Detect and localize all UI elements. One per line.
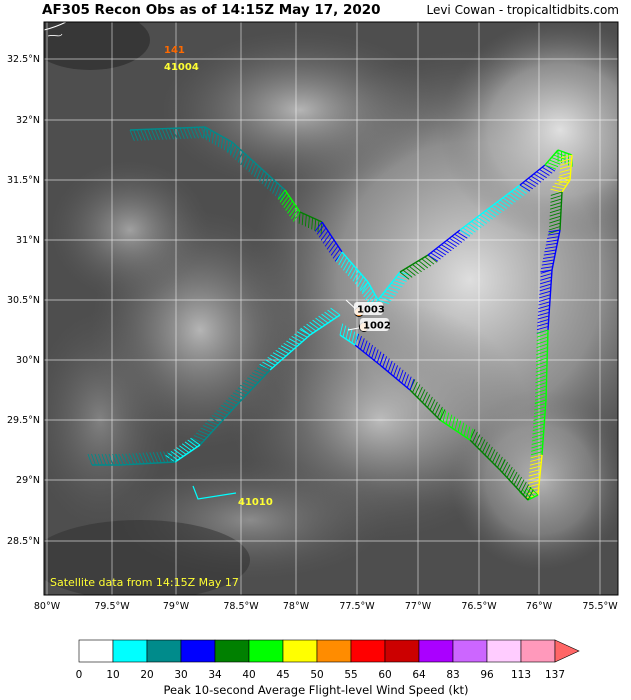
colorbar-swatch xyxy=(418,639,454,663)
colorbar-swatch xyxy=(112,639,148,663)
colorbar-tick: 10 xyxy=(106,669,119,681)
lon-tick: 76.5°W xyxy=(461,601,497,612)
colorbar xyxy=(78,639,580,663)
lat-tick: 32°N xyxy=(16,115,40,126)
colorbar-swatch xyxy=(78,639,114,663)
colorbar-swatch xyxy=(520,639,556,663)
track-segment xyxy=(536,269,553,334)
colorbar-swatch xyxy=(316,639,352,663)
colorbar-swatch xyxy=(146,639,182,663)
latitude-ticks: 32.5°N 32°N 31.5°N 31°N 30.5°N 30°N 29.5… xyxy=(7,54,40,547)
lat-tick: 31.5°N xyxy=(7,175,40,186)
longitude-ticks: 80°W 79.5°W 79°W 78.5°W 78°W 77.5°W 77°W… xyxy=(34,601,618,612)
colorbar-tick: 113 xyxy=(511,669,531,681)
track-segment xyxy=(534,329,549,405)
lon-tick: 75.5°W xyxy=(582,601,618,612)
track-segment xyxy=(526,454,543,499)
track-segment xyxy=(129,126,210,141)
track-segment xyxy=(558,154,573,184)
lat-tick: 31°N xyxy=(16,235,40,246)
buoy-41004-label: 41004 xyxy=(164,62,199,73)
dropsonde-pressure-2: 1002 xyxy=(363,321,391,332)
buoy-labels: 141 41004 41010 xyxy=(164,45,273,508)
colorbar-swatch xyxy=(350,639,386,663)
track-segment xyxy=(550,176,571,193)
colorbar-tick: 30 xyxy=(174,669,187,681)
colorbar-tick: 137 xyxy=(545,669,565,681)
colorbar-swatch xyxy=(248,639,284,663)
colorbar-tick: 83 xyxy=(446,669,459,681)
lon-tick: 80°W xyxy=(34,601,61,612)
colorbar-label: Peak 10-second Average Flight-level Wind… xyxy=(164,683,469,697)
flight-track xyxy=(87,126,573,501)
track-segment xyxy=(300,307,341,336)
colorbar-tick: 45 xyxy=(276,669,289,681)
track-segment xyxy=(530,399,547,459)
colorbar-swatch xyxy=(452,639,488,663)
colorbar-swatch xyxy=(282,639,318,663)
track-segment xyxy=(259,329,311,371)
track-segment xyxy=(377,271,412,305)
colorbar-tick: 96 xyxy=(480,669,494,681)
buoy-41004-wind: 141 xyxy=(164,45,185,56)
colorbar-tick: 0 xyxy=(76,669,83,681)
map-title: AF305 Recon Obs as of 14:15Z May 17, 202… xyxy=(42,2,381,18)
colorbar-extend-arrow xyxy=(554,639,580,663)
lon-tick: 78.5°W xyxy=(223,601,259,612)
lon-tick: 77°W xyxy=(405,601,432,612)
lat-tick: 28.5°N xyxy=(7,536,40,547)
track-segment xyxy=(354,333,385,366)
track-segment xyxy=(409,379,446,421)
track-segment xyxy=(499,459,534,501)
lat-tick: 29.5°N xyxy=(7,415,40,426)
lat-tick: 32.5°N xyxy=(7,54,40,65)
track-segment xyxy=(202,126,233,154)
lon-tick: 79°W xyxy=(163,601,190,612)
dropsonde-markers: 1003 1002 xyxy=(345,299,391,332)
colorbar-swatch xyxy=(486,639,522,663)
colorbar-tick: 60 xyxy=(378,669,391,681)
track-segment xyxy=(298,211,323,234)
buoy-41010-label: 41010 xyxy=(238,497,273,508)
gridlines xyxy=(44,22,618,595)
colorbar-tick: 50 xyxy=(310,669,323,681)
track-segment xyxy=(519,164,556,192)
colorbar-tick: 55 xyxy=(344,669,357,681)
lon-tick: 76°W xyxy=(526,601,553,612)
lat-tick: 30.5°N xyxy=(7,295,40,306)
track-segment xyxy=(87,453,121,466)
colorbar-tick: 34 xyxy=(208,669,222,681)
track-segment xyxy=(459,184,531,237)
track-segment xyxy=(227,141,286,201)
track-segment xyxy=(469,429,506,471)
colorbar-tick: 40 xyxy=(242,669,255,681)
lon-tick: 79.5°W xyxy=(94,601,130,612)
track-segment xyxy=(277,189,301,222)
colorbar-tick: 64 xyxy=(412,669,426,681)
satellite-note: Satellite data from 14:15Z May 17 xyxy=(50,576,239,589)
lat-tick: 30°N xyxy=(16,355,40,366)
track-segment xyxy=(335,251,369,293)
satellite-background xyxy=(44,22,618,595)
colorbar-swatch xyxy=(214,639,250,663)
lon-tick: 77.5°W xyxy=(339,601,375,612)
colorbar-tick: 20 xyxy=(140,669,153,681)
colorbar-ticks: 0 10 20 30 34 40 45 50 55 60 64 83 96 11… xyxy=(76,669,565,681)
track-segment xyxy=(221,364,271,411)
dropsonde-pressure-1: 1003 xyxy=(357,305,385,316)
track-segment xyxy=(114,451,176,466)
track-segment xyxy=(540,229,561,273)
lat-tick: 29°N xyxy=(16,475,40,486)
credit-text: Levi Cowan - tropicaltidbits.com xyxy=(426,3,619,17)
colorbar-swatch xyxy=(180,639,216,663)
map-frame xyxy=(43,21,619,596)
lon-tick: 78°W xyxy=(283,601,310,612)
colorbar-swatch xyxy=(384,639,420,663)
